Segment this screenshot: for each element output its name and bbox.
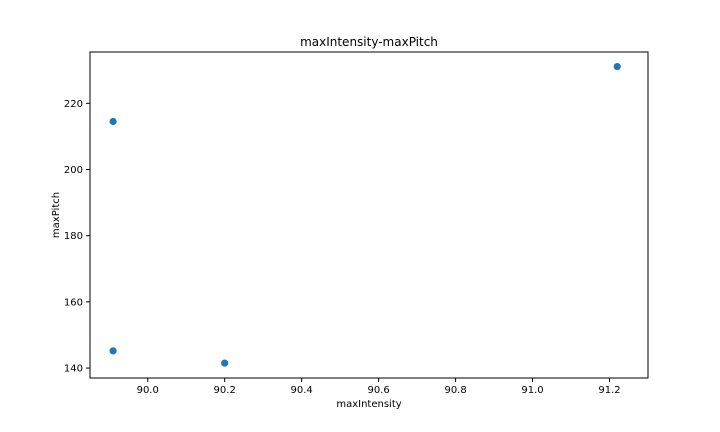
y-tick-label: 180 [64, 231, 83, 242]
x-tick-label: 90.4 [291, 385, 313, 396]
data-points [109, 62, 621, 367]
x-tick-label: 90.0 [137, 385, 159, 396]
data-point [109, 117, 117, 126]
x-axis: 90.0 90.2 90.4 90.6 90.8 91.0 91.2 [137, 378, 621, 396]
data-point [613, 62, 621, 71]
y-tick-label: 140 [64, 364, 83, 375]
y-tick-label: 160 [64, 297, 83, 308]
y-tick-label: 220 [64, 99, 83, 110]
data-point [221, 359, 229, 367]
x-tick-label: 91.0 [521, 385, 543, 396]
chart-title: maxIntensity-maxPitch [300, 35, 438, 49]
x-tick-label: 90.6 [367, 385, 389, 396]
x-tick-label: 90.8 [444, 385, 466, 396]
data-point [109, 347, 117, 355]
x-tick-label: 90.2 [214, 385, 236, 396]
plot-area-frame [89, 51, 649, 379]
y-axis: 140 160 180 200 220 [64, 99, 90, 375]
y-tick-label: 200 [64, 165, 83, 176]
x-tick-label: 91.2 [598, 385, 620, 396]
x-axis-label: maxIntensity [336, 399, 401, 410]
y-axis-label: maxPitch [51, 192, 62, 238]
